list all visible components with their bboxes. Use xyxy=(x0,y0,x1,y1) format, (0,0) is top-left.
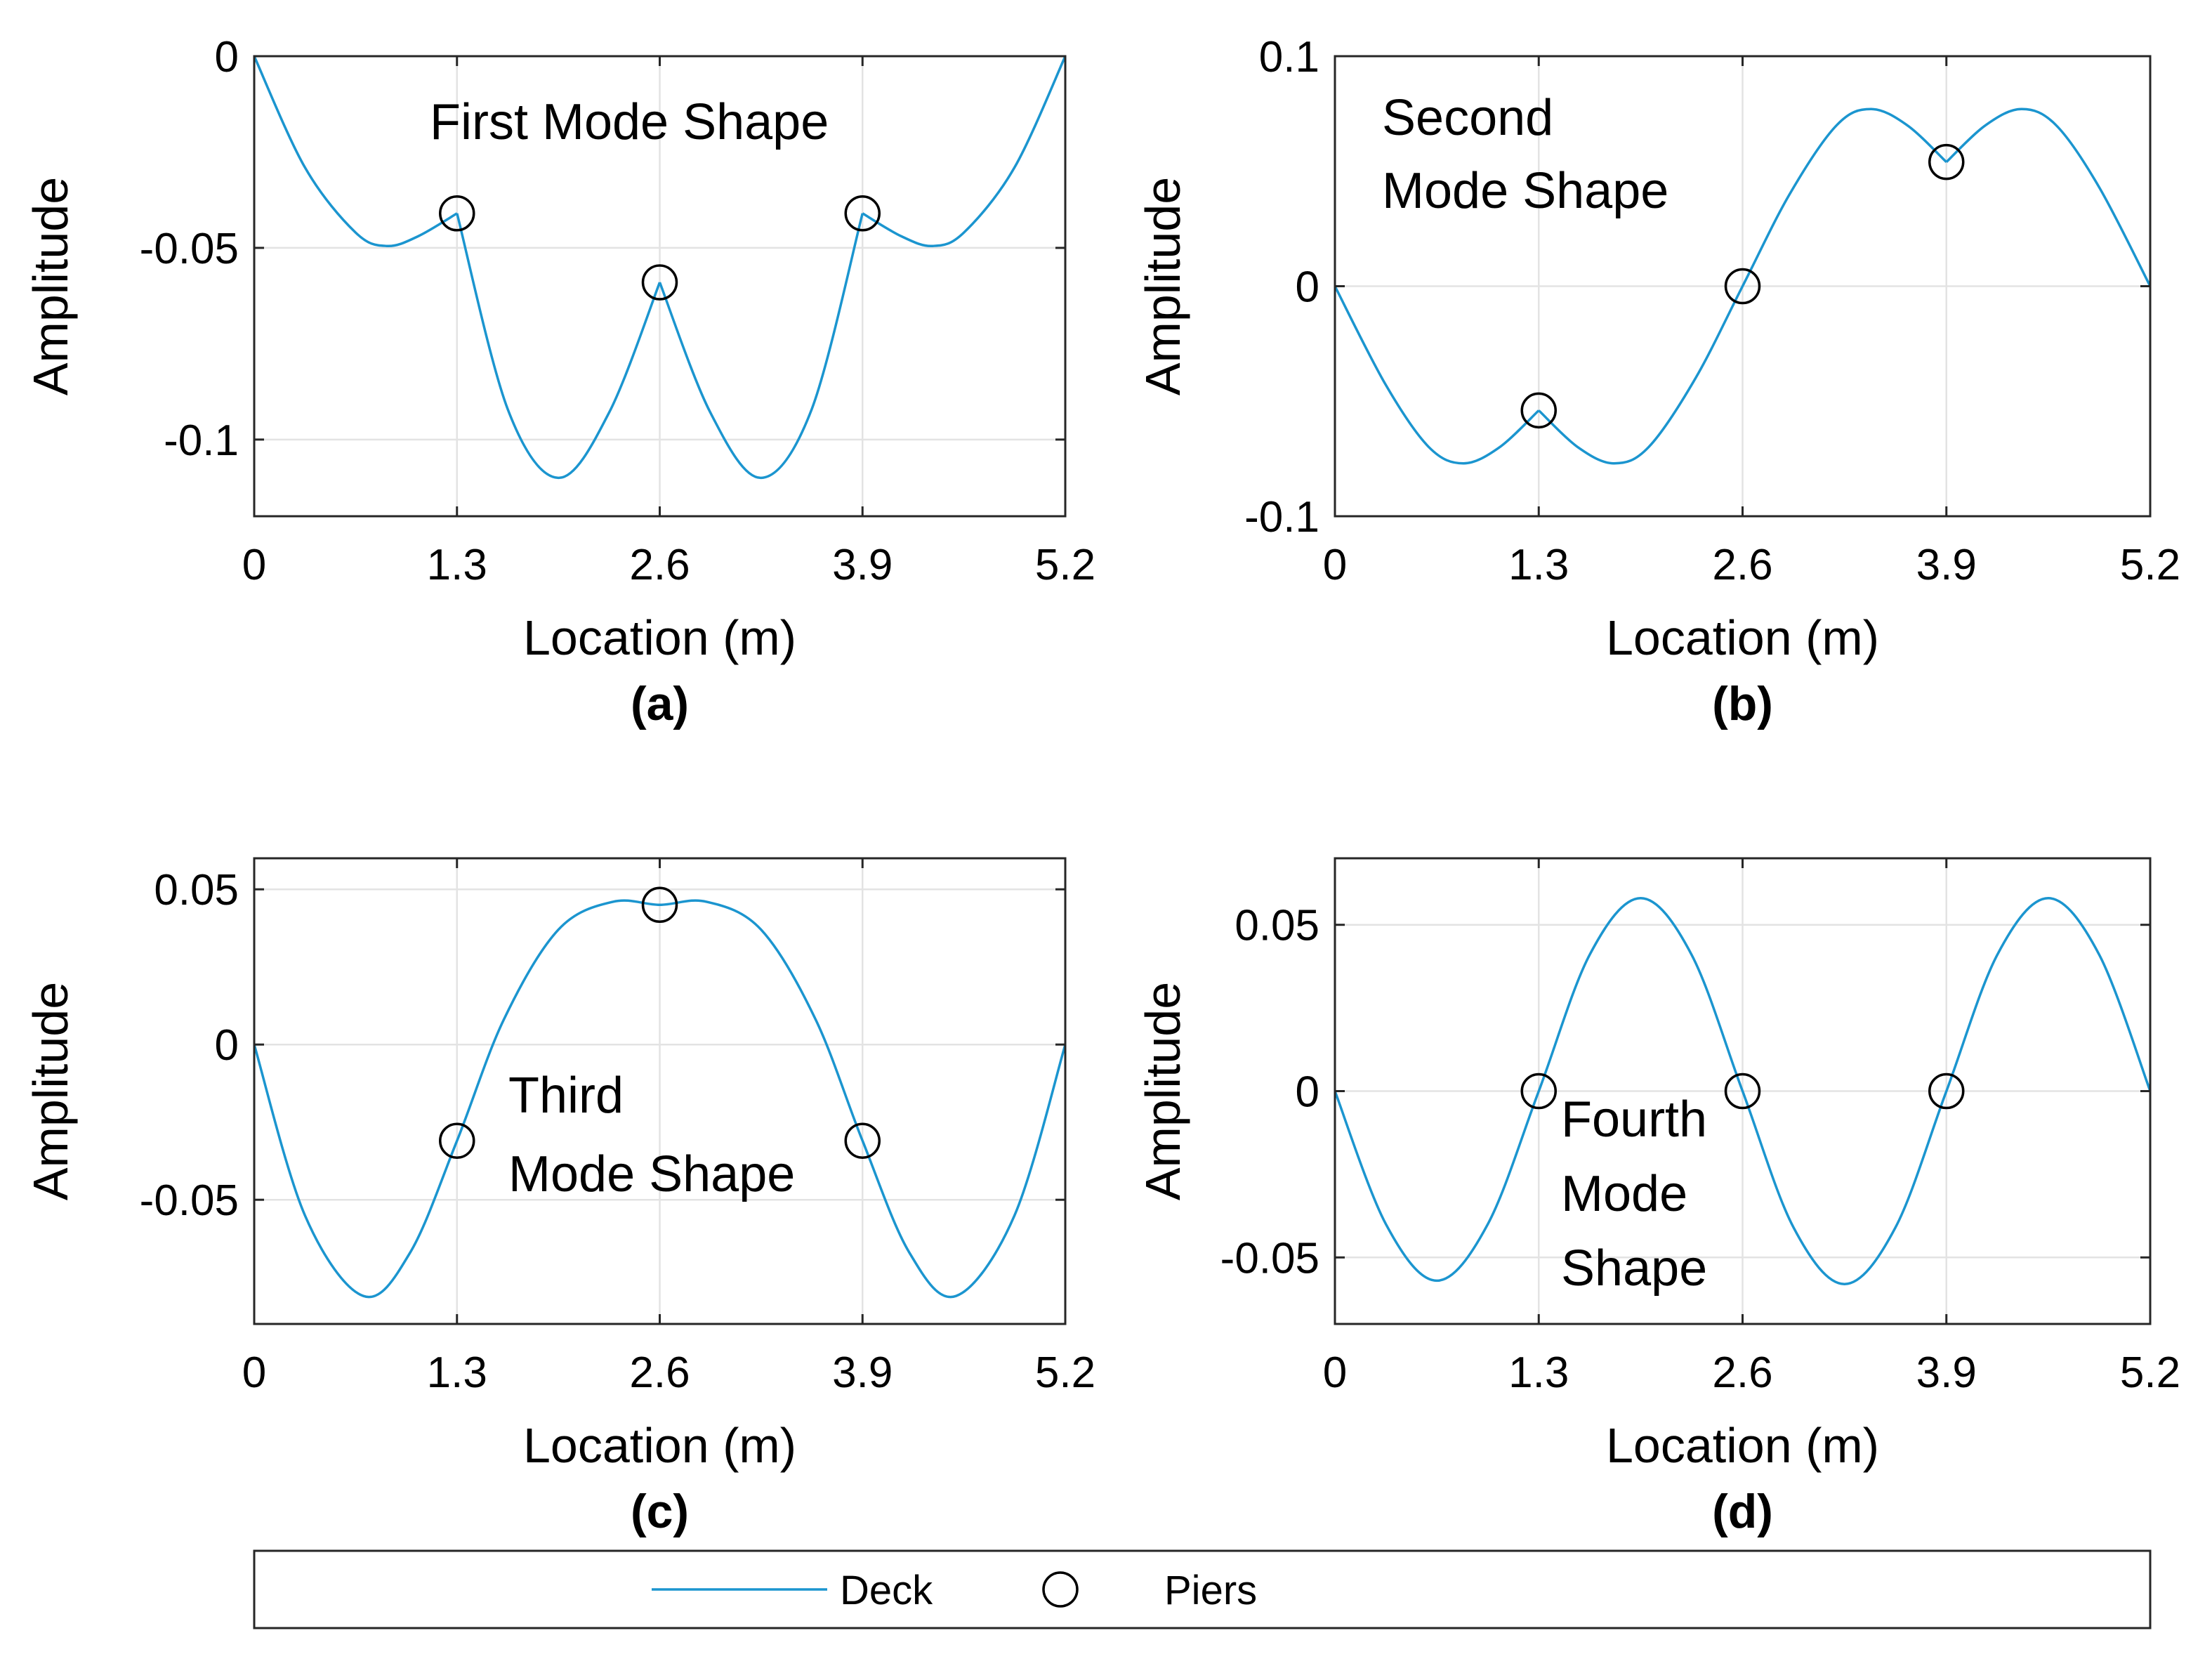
annotation-line: Third xyxy=(508,1068,624,1124)
annotation-line: Fourth xyxy=(1561,1091,1707,1148)
y-tick-label: -0.05 xyxy=(140,225,239,273)
pier-marker xyxy=(1928,1073,1965,1110)
annotation-line: Second xyxy=(1382,90,1553,146)
legend-box xyxy=(253,1549,2152,1629)
legend: Deck Piers xyxy=(253,1549,2152,1629)
annotation-line: Mode Shape xyxy=(508,1146,795,1202)
y-tick-label: 0 xyxy=(1296,1068,1319,1117)
pier-marker xyxy=(439,1122,475,1159)
pier-marker xyxy=(1724,268,1761,305)
mode-shape-annotation: Fourth Mode Shape xyxy=(1561,1091,1707,1297)
annotation-line: Mode Shape xyxy=(1382,163,1668,219)
deck-series-line xyxy=(658,213,864,480)
deck-series-line xyxy=(862,55,1067,247)
deck-series-line xyxy=(253,899,1067,1299)
x-tick-label: 2.6 xyxy=(629,541,690,589)
pier-marker xyxy=(439,195,475,232)
y-tick-label: 0.05 xyxy=(1235,902,1319,950)
x-tick-label: 0 xyxy=(1323,541,1347,589)
chart-panel-a: 0 1.3 2.6 3.9 5.2 -0.1 -0.05 0 Location (m) Ampli… xyxy=(23,33,1095,730)
pier-marker xyxy=(641,264,678,301)
x-tick-label: 5.2 xyxy=(1035,541,1095,589)
y-tick-label: -0.05 xyxy=(1220,1234,1319,1283)
x-axis-label: Location (m) xyxy=(1606,610,1879,665)
x-tick-label: 5.2 xyxy=(2120,541,2180,589)
deck-series-line xyxy=(1538,107,1947,465)
x-tick-label: 3.9 xyxy=(1916,541,1977,589)
annotation-line: Shape xyxy=(1561,1240,1707,1297)
x-tick-label: 2.6 xyxy=(1712,541,1772,589)
x-tick-label: 2.6 xyxy=(629,1349,690,1397)
x-tick-label: 3.9 xyxy=(832,541,893,589)
x-tick-label: 0 xyxy=(242,1349,266,1397)
mode-shape-annotation: First Mode Shape xyxy=(430,94,829,150)
pier-marker xyxy=(1520,1073,1557,1110)
x-axis-label: Location (m) xyxy=(523,1418,796,1473)
deck-series-line xyxy=(1334,285,1540,465)
x-axis-label: Location (m) xyxy=(523,610,796,665)
y-tick-label: -0.1 xyxy=(164,416,239,465)
chart-panel-c: 0 1.3 2.6 3.9 5.2 -0.05 0 0.05 Location (m) Ampli… xyxy=(23,857,1095,1538)
x-tick-label: 1.3 xyxy=(427,541,487,589)
annotation-line: Mode xyxy=(1561,1166,1687,1222)
y-axis-label: Amplitude xyxy=(1135,177,1190,395)
deck-series-line xyxy=(253,55,458,247)
pier-marker xyxy=(844,1122,881,1159)
legend-deck-label: Deck xyxy=(840,1568,933,1613)
y-tick-label: -0.05 xyxy=(140,1176,239,1225)
x-axis-label: Location (m) xyxy=(1606,1418,1879,1473)
x-tick-label: 3.9 xyxy=(1916,1349,1977,1397)
x-tick-label: 0 xyxy=(1323,1349,1347,1397)
y-axis-label: Amplitude xyxy=(23,177,78,395)
annotation-line: First Mode Shape xyxy=(430,94,829,150)
chart-panel-d: 0 1.3 2.6 3.9 5.2 -0.05 0 0.05 Location (m) Ampli… xyxy=(1135,857,2180,1538)
x-tick-label: 1.3 xyxy=(427,1349,487,1397)
x-tick-label: 3.9 xyxy=(832,1349,893,1397)
y-tick-label: 0.1 xyxy=(1259,33,1319,81)
deck-series-line xyxy=(1945,107,2152,287)
pier-marker xyxy=(1928,143,1965,181)
y-tick-label: 0.05 xyxy=(154,866,239,914)
panel-label: (c) xyxy=(631,1485,689,1538)
x-tick-label: 0 xyxy=(242,541,266,589)
mode-shape-annotation: Second Mode Shape xyxy=(1382,90,1668,219)
y-axis-label: Amplitude xyxy=(1135,982,1190,1200)
y-tick-label: -0.1 xyxy=(1244,493,1319,542)
panel-label: (a) xyxy=(631,677,689,730)
pier-marker xyxy=(1520,392,1557,429)
y-tick-label: 0 xyxy=(215,1021,239,1070)
pier-marker xyxy=(641,886,678,924)
x-tick-label: 5.2 xyxy=(1035,1349,1095,1397)
x-tick-label: 2.6 xyxy=(1712,1349,1772,1397)
panel-label: (d) xyxy=(1712,1485,1773,1538)
pier-marker xyxy=(1724,1073,1761,1110)
panel-label: (b) xyxy=(1712,677,1773,730)
y-axis-label: Amplitude xyxy=(23,982,78,1200)
mode-shape-annotation: Third Mode Shape xyxy=(508,1068,795,1202)
pier-marker xyxy=(844,195,881,232)
legend-piers-label: Piers xyxy=(1164,1568,1257,1613)
deck-series-line xyxy=(456,213,661,480)
x-tick-label: 5.2 xyxy=(2120,1349,2180,1397)
legend-pier-marker-swatch xyxy=(1042,1571,1079,1608)
x-tick-label: 1.3 xyxy=(1508,541,1569,589)
deck-series-line xyxy=(1334,897,2152,1285)
x-tick-label: 1.3 xyxy=(1508,1349,1569,1397)
y-tick-label: 0 xyxy=(1296,263,1319,312)
y-tick-label: 0 xyxy=(215,33,239,81)
